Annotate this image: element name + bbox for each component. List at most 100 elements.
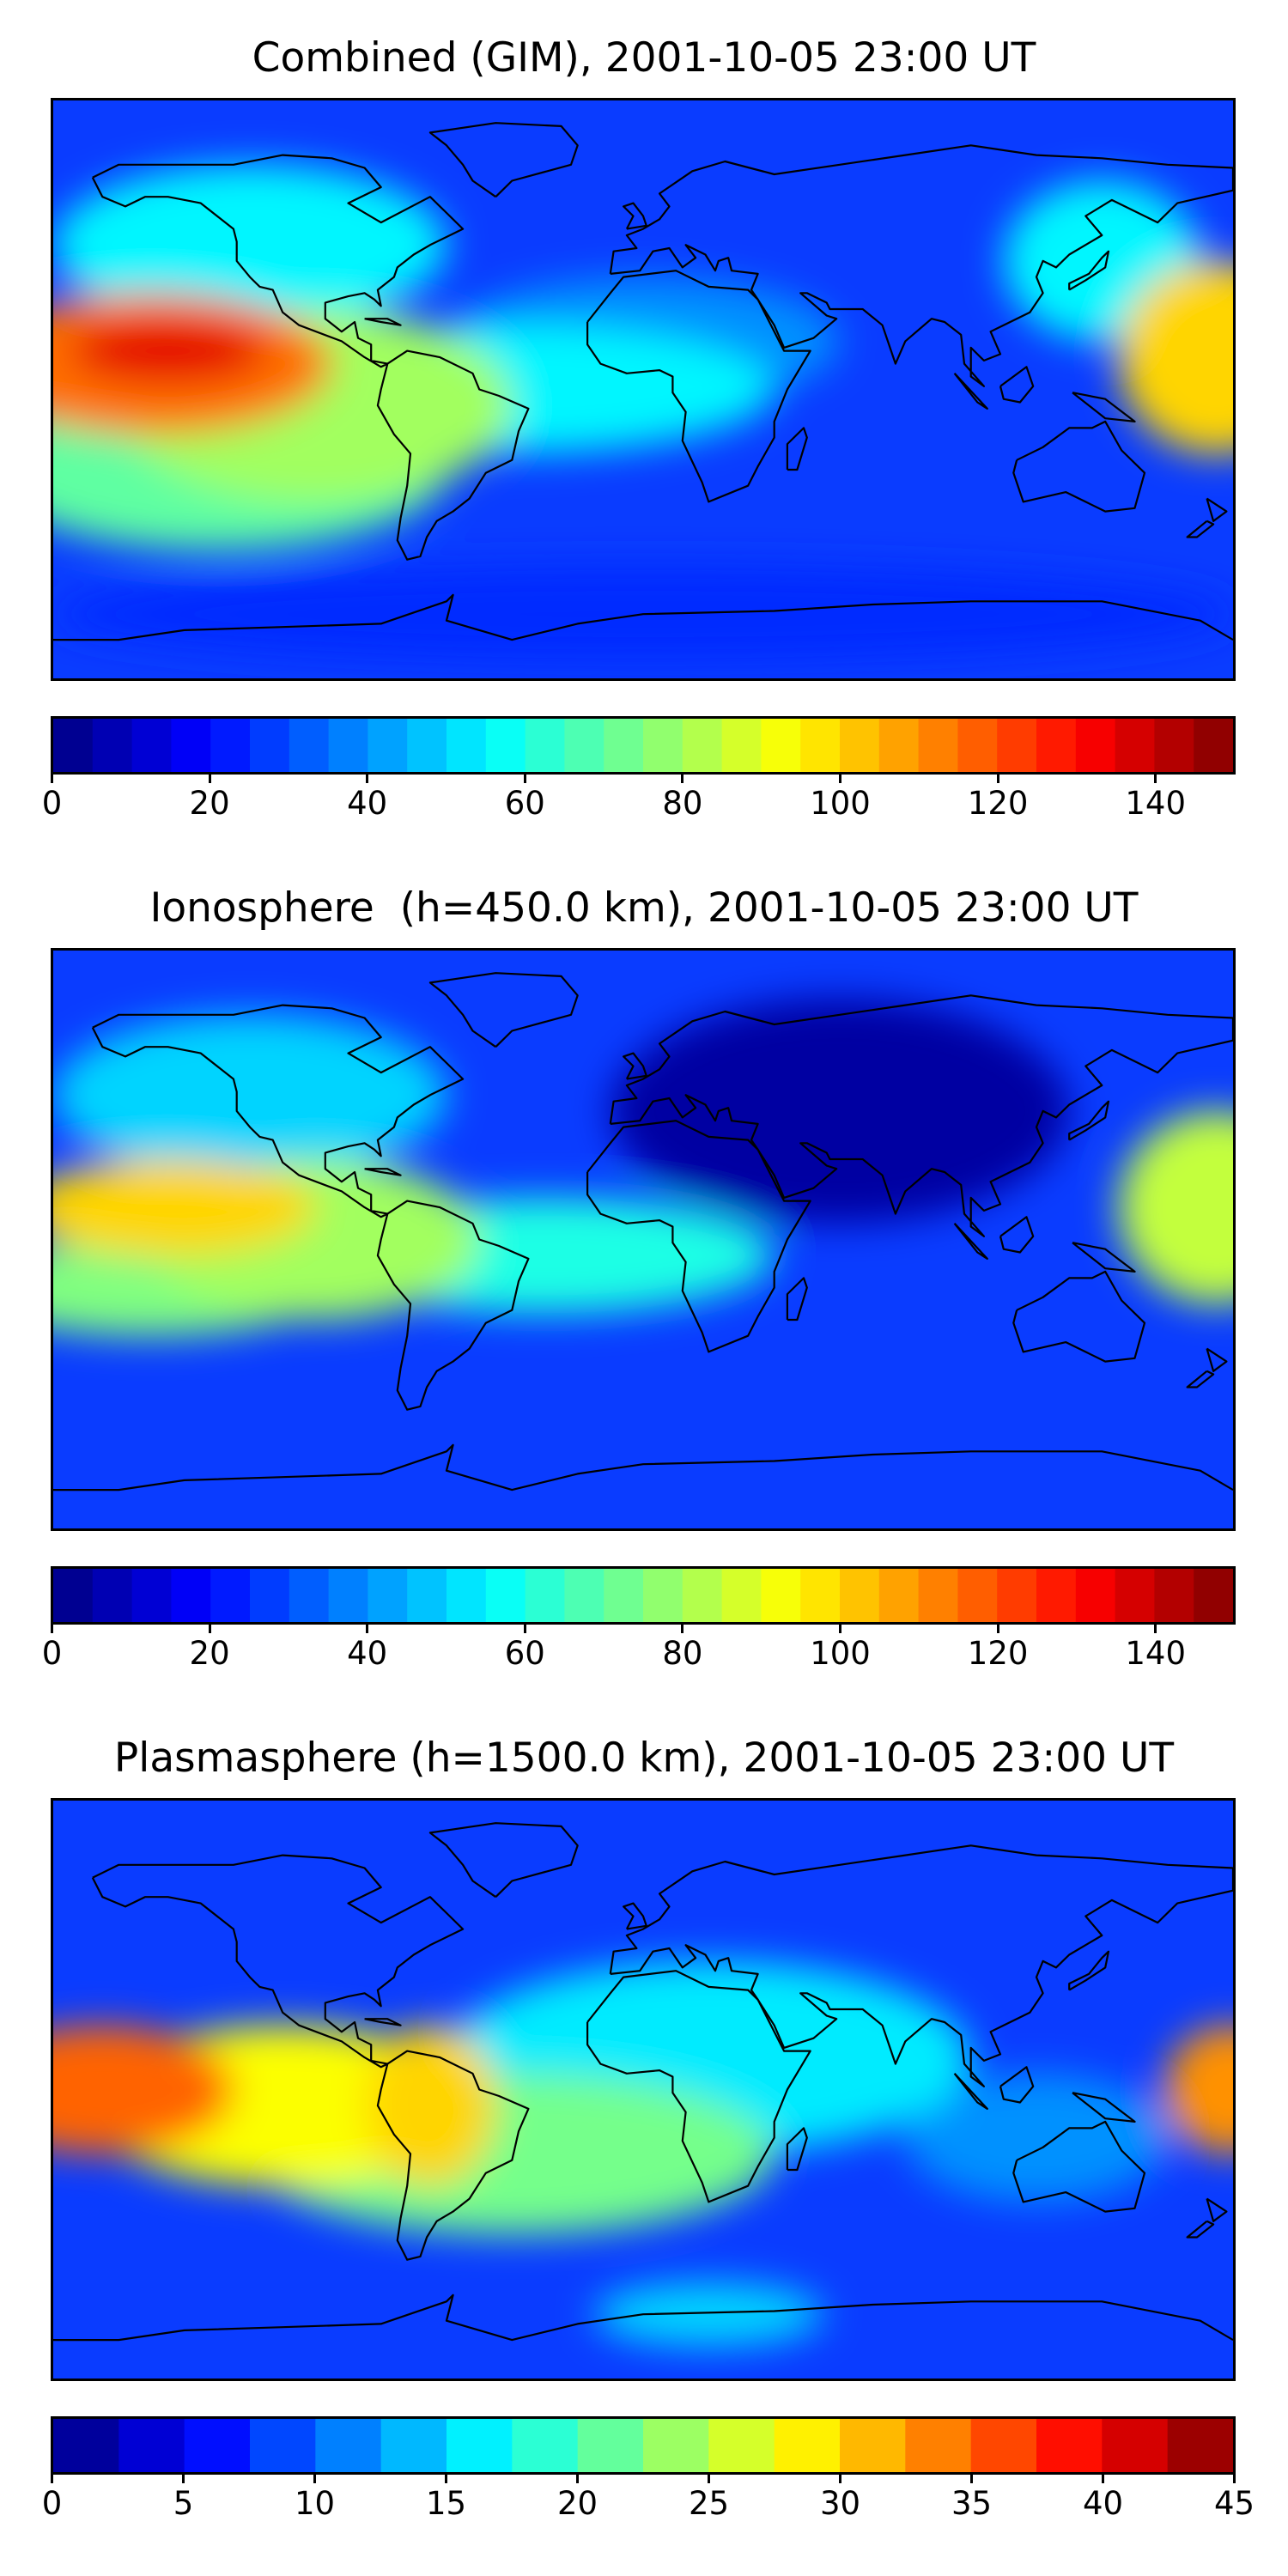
colorbar-tick-label: 10	[294, 2485, 336, 2522]
coastline	[1186, 2220, 1215, 2239]
colorbar-bin	[53, 2419, 119, 2472]
colorbar-tick	[681, 1625, 684, 1633]
coastline	[364, 2018, 402, 2026]
map-combined	[51, 98, 1236, 681]
colorbar-tick-label: 60	[504, 785, 545, 822]
field-blob	[70, 319, 267, 383]
coastline	[1068, 250, 1110, 291]
field-blob	[53, 1014, 447, 1176]
colorbar-bin	[289, 719, 330, 772]
coastline	[1206, 1347, 1228, 1372]
colorbar-plasmasphere	[51, 2416, 1236, 2475]
colorbar-bin	[210, 1569, 251, 1622]
colorbar-tick-label: 25	[688, 2485, 730, 2522]
colorbar-tick	[51, 2475, 53, 2483]
field-blob	[593, 2281, 823, 2347]
coastline	[91, 154, 465, 368]
colorbar-bin	[210, 719, 251, 772]
coastline	[999, 2066, 1035, 2104]
colorbar-bin	[250, 1569, 290, 1622]
coastline	[376, 2050, 530, 2261]
colorbar-tick	[839, 775, 841, 783]
coastline	[1012, 1270, 1146, 1363]
colorbar-tick	[51, 775, 53, 783]
colorbar-bin	[447, 2419, 513, 2472]
coastline	[623, 202, 647, 230]
coastline	[623, 1052, 647, 1080]
colorbar-bin	[1154, 719, 1194, 772]
colorbar-bin	[171, 719, 211, 772]
coastline	[786, 427, 808, 471]
coastline	[1186, 519, 1215, 538]
panel-title-plasmasphere: Plasmasphere (h=1500.0 km), 2001-10-05 2…	[113, 1735, 1175, 1782]
colorbar-bin	[918, 1569, 958, 1622]
colorbar-tick	[208, 775, 211, 783]
colorbar-tick	[208, 1625, 211, 1633]
colorbar-bin	[92, 1569, 133, 1622]
colorbar-tick	[996, 775, 999, 783]
coastline	[609, 144, 1233, 387]
colorbar-bin	[1036, 719, 1077, 772]
map-plasmasphere	[51, 1798, 1236, 2381]
colorbar-tick-label: 20	[556, 2485, 598, 2522]
coastline	[1072, 1242, 1136, 1273]
colorbar-bin	[131, 1569, 172, 1622]
coastline	[1068, 1950, 1110, 1991]
colorbar-tick-label: 100	[810, 1635, 871, 1672]
colorbar-bin	[407, 1569, 447, 1622]
colorbar-tick-label: 35	[951, 2485, 993, 2522]
colorbar-tick	[366, 775, 369, 783]
colorbar-bin	[485, 1569, 526, 1622]
colorbar-ionosphere	[51, 1566, 1236, 1625]
field-blob	[905, 2073, 1168, 2202]
field-blob	[1118, 1110, 1233, 1304]
colorbar-bin	[761, 719, 801, 772]
colorbar-bin	[840, 719, 880, 772]
colorbar-bin	[1075, 719, 1116, 772]
colorbar-bin	[957, 1569, 998, 1622]
colorbar-bin	[53, 1569, 94, 1622]
colorbar-bin	[328, 1569, 368, 1622]
colorbar-tick	[445, 2475, 447, 2483]
colorbar-tick-label: 120	[967, 785, 1029, 822]
colorbar-bin	[380, 2419, 447, 2472]
colorbar-bin	[1115, 719, 1155, 772]
coastline	[1012, 2120, 1146, 2213]
colorbar-tick-label: 30	[819, 2485, 861, 2522]
colorbar-bin	[328, 719, 368, 772]
coastline	[1072, 392, 1136, 422]
colorbar-tick-label: 120	[967, 1635, 1029, 1672]
coastline	[1206, 2197, 1228, 2222]
colorbar-bin	[840, 1569, 880, 1622]
coastline	[428, 1822, 579, 1899]
colorbar-bin	[512, 2419, 579, 2472]
colorbar-tick-label: 20	[189, 785, 230, 822]
colorbar-bin	[761, 1569, 801, 1622]
coastline	[91, 1004, 465, 1218]
field-blob	[1118, 260, 1233, 454]
field-blob	[53, 2025, 234, 2154]
colorbar-bin	[643, 1569, 683, 1622]
map-ionosphere	[51, 948, 1236, 1531]
colorbar-bin	[407, 719, 447, 772]
colorbar-tick-label: 40	[347, 785, 388, 822]
colorbar-tick	[523, 1625, 526, 1633]
colorbar-tick-label: 0	[41, 785, 63, 822]
colorbar-bin	[840, 2419, 906, 2472]
colorbar-tick-label: 0	[41, 2485, 63, 2522]
coastline	[586, 270, 811, 503]
colorbar-bin	[1102, 2419, 1169, 2472]
colorbar-tick-label: 80	[662, 785, 703, 822]
colorbar-tick-label: 40	[347, 1635, 388, 1672]
colorbar-tick	[182, 2475, 185, 2483]
colorbar-tick	[1233, 2475, 1236, 2483]
colorbar-tick-label: 40	[1082, 2485, 1124, 2522]
colorbar-bin	[708, 2419, 775, 2472]
coastline	[623, 1902, 647, 1930]
colorbar-bin	[604, 719, 644, 772]
colorbar-bin	[1154, 1569, 1194, 1622]
coastline	[91, 1854, 465, 2069]
colorbar-tick	[970, 2475, 973, 2483]
colorbar-tick-label: 20	[189, 1635, 230, 1672]
coastline	[364, 318, 402, 326]
